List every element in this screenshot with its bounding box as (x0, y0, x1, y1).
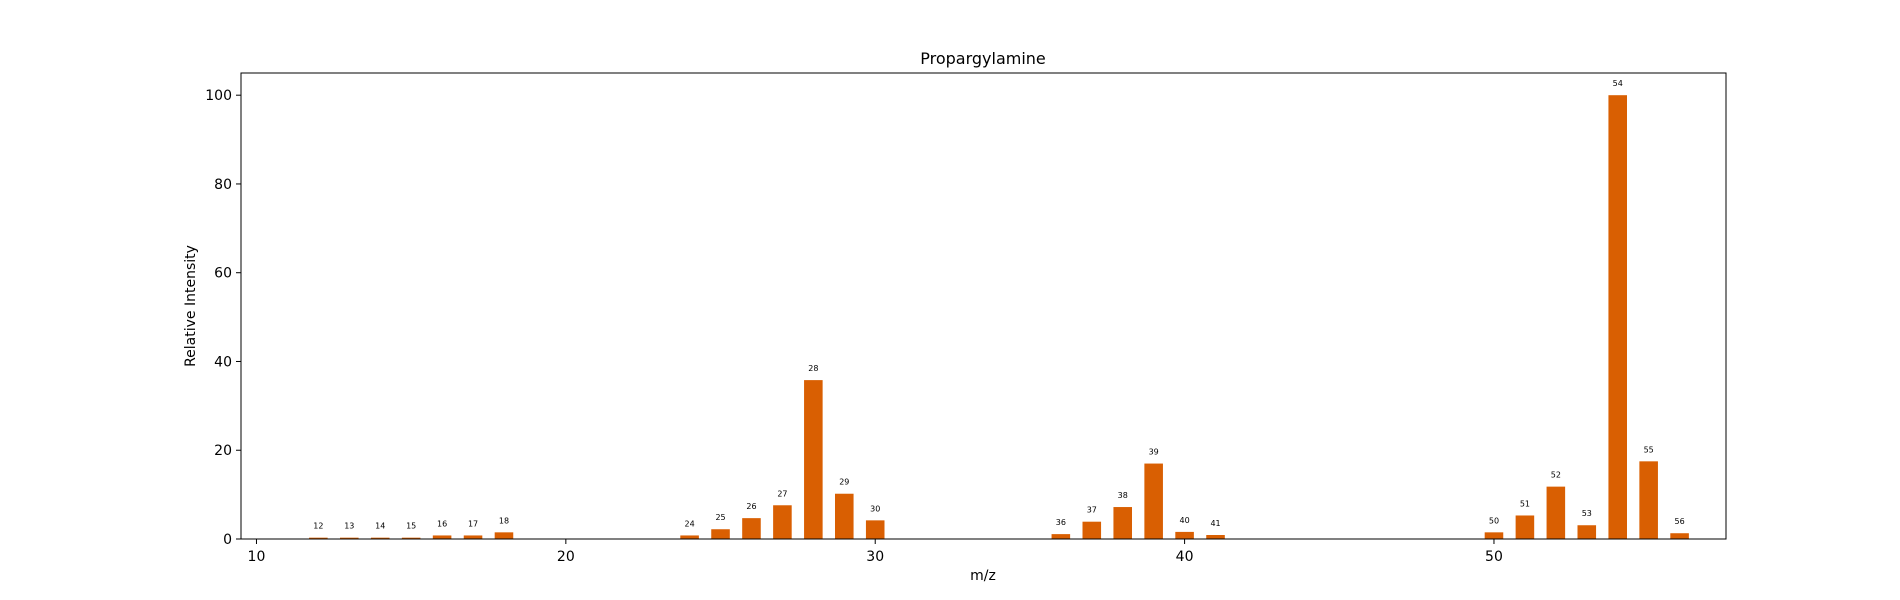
bar-label-mz-51: 51 (1520, 499, 1530, 508)
bar-mz-39 (1144, 463, 1163, 539)
bar-mz-16 (432, 535, 452, 539)
bar-mz-55 (1639, 461, 1658, 539)
bar-mz-38 (1113, 507, 1132, 539)
bar-label-mz-40: 40 (1180, 516, 1190, 525)
bar-mz-27 (773, 505, 792, 539)
bar-mz-18 (494, 532, 514, 539)
bar-mz-26 (742, 518, 761, 539)
bar-mz-40 (1175, 531, 1194, 539)
y-axis-label: Relative Intensity (183, 245, 199, 367)
bar-label-mz-25: 25 (715, 513, 725, 522)
x-tick-label: 20 (557, 549, 575, 565)
y-tick-label: 100 (205, 88, 232, 104)
bar-label-mz-41: 41 (1210, 519, 1220, 528)
bars-group (309, 95, 1689, 539)
bar-label-mz-13: 13 (344, 522, 354, 531)
bar-label-mz-14: 14 (375, 522, 385, 531)
bar-mz-52 (1546, 486, 1566, 539)
y-tick-label: 60 (214, 266, 232, 282)
y-tick-label: 80 (214, 177, 232, 193)
bar-label-mz-55: 55 (1644, 445, 1654, 454)
bar-mz-53 (1577, 525, 1597, 539)
x-tick-label: 50 (1485, 549, 1503, 565)
bar-mz-54 (1608, 95, 1627, 539)
chart-title: Propargylamine (920, 49, 1046, 68)
bar-mz-37 (1082, 521, 1102, 539)
bar-label-mz-28: 28 (808, 364, 818, 373)
bar-label-mz-12: 12 (313, 522, 323, 531)
bar-label-mz-39: 39 (1149, 448, 1159, 457)
bar-label-mz-30: 30 (870, 504, 880, 513)
bar-mz-51 (1515, 515, 1535, 539)
bar-mz-36 (1051, 534, 1071, 539)
bar-label-mz-29: 29 (839, 478, 849, 487)
bar-mz-41 (1206, 535, 1225, 539)
x-axis-label: m/z (970, 568, 996, 584)
bar-mz-24 (680, 535, 699, 539)
bar-label-mz-15: 15 (406, 522, 416, 531)
bar-mz-28 (804, 380, 823, 539)
bar-label-mz-54: 54 (1613, 79, 1623, 88)
bar-label-mz-17: 17 (468, 519, 478, 528)
y-tick-label: 40 (214, 354, 232, 370)
y-tick-label: 0 (223, 532, 232, 548)
bar-mz-12 (309, 537, 328, 539)
bar-label-mz-18: 18 (499, 516, 509, 525)
bar-label-mz-38: 38 (1118, 491, 1128, 500)
bar-mz-15 (401, 537, 421, 539)
bar-label-mz-24: 24 (685, 519, 695, 528)
x-tick-label: 40 (1176, 549, 1194, 565)
bar-mz-25 (711, 529, 730, 539)
bar-label-mz-26: 26 (746, 502, 756, 511)
bar-label-mz-37: 37 (1087, 506, 1097, 515)
bar-mz-30 (865, 520, 885, 539)
bar-mz-56 (1670, 533, 1689, 539)
bar-mz-14 (370, 537, 390, 539)
bar-mz-50 (1484, 532, 1504, 539)
bar-label-mz-36: 36 (1056, 518, 1066, 527)
y-tick-label: 20 (214, 443, 232, 459)
y-axis: 0 20 40 60 80 100 (205, 88, 241, 548)
plot-area-frame (240, 72, 1727, 540)
bar-mz-29 (835, 493, 854, 539)
x-axis: 10 20 30 40 50 (248, 539, 1503, 565)
x-tick-label: 10 (248, 549, 266, 565)
bar-labels-group: 12 13 14 15 16 17 18 24 25 26 27 28 29 30 36 37 38 39 40 41… (313, 79, 1684, 530)
bar-label-mz-27: 27 (777, 489, 787, 498)
bar-mz-13 (340, 537, 359, 539)
bar-label-mz-56: 56 (1675, 517, 1685, 526)
bar-label-mz-16: 16 (437, 519, 447, 528)
x-tick-label: 30 (866, 549, 884, 565)
bar-mz-17 (463, 535, 483, 539)
bar-label-mz-53: 53 (1582, 509, 1592, 518)
bar-label-mz-52: 52 (1551, 471, 1561, 480)
bar-label-mz-50: 50 (1489, 516, 1499, 525)
